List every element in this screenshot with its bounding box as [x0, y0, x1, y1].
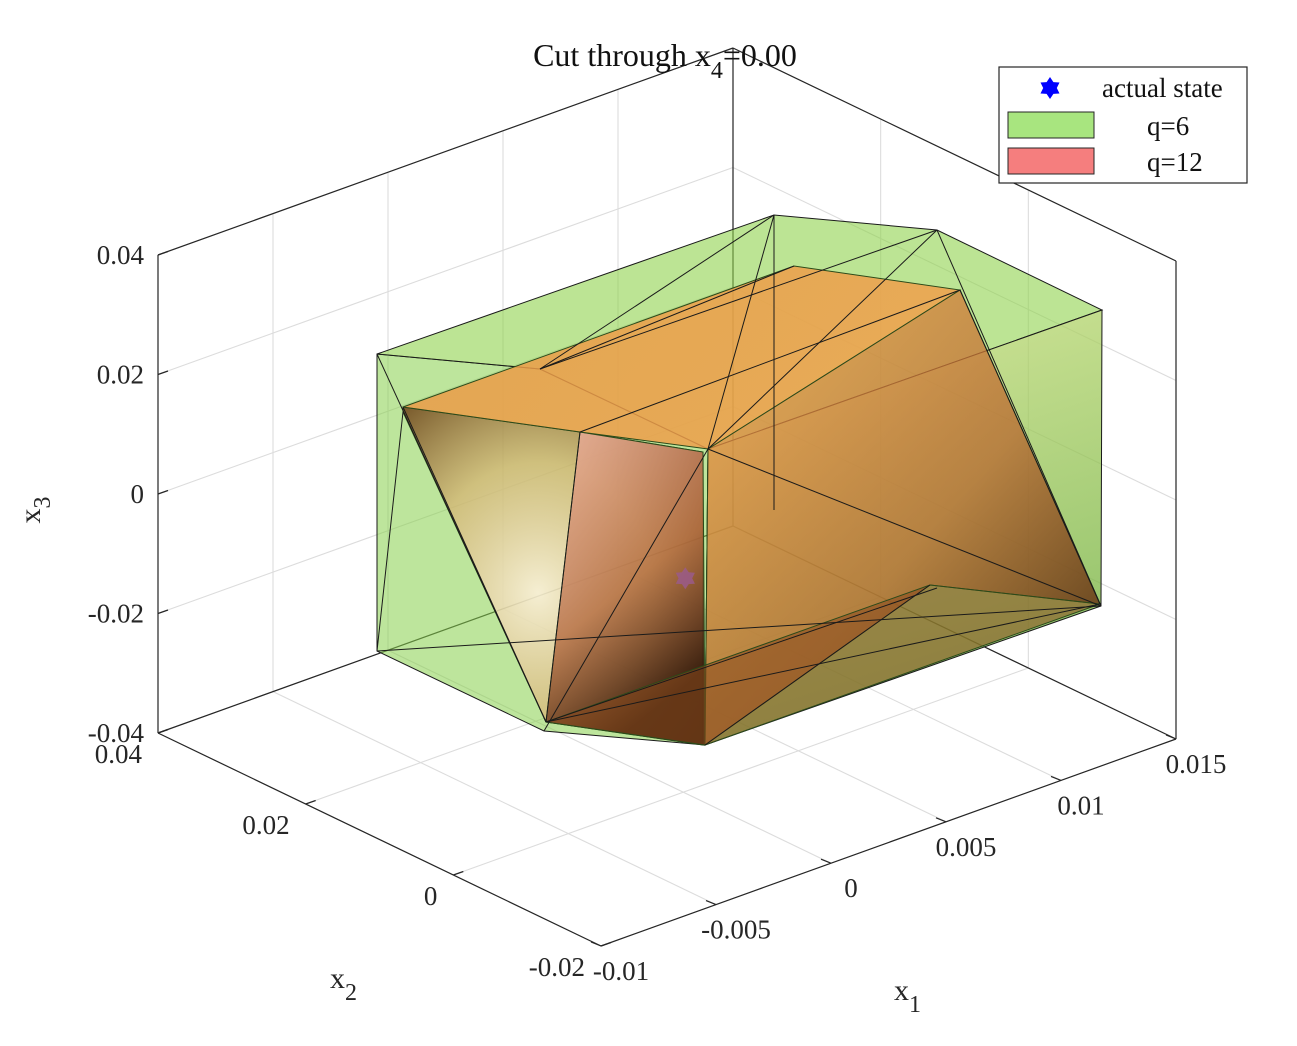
polytope-layer [376, 214, 1104, 746]
x1-tick-label: 0.015 [1166, 749, 1227, 779]
legend-label-actual-state: actual state [1102, 73, 1223, 103]
x1-tick-label: 0 [844, 873, 858, 903]
x1-tick-label: -0.005 [701, 915, 771, 945]
x3-tick [157, 250, 169, 256]
x3-tick [157, 370, 169, 376]
x3-axis-label: x3 [14, 497, 56, 524]
actual-state-marker [675, 567, 695, 590]
x3-tick-label: 0.04 [97, 240, 145, 270]
x2-axis-label: x2 [330, 962, 357, 1006]
legend: actual state q=6 q=12 [998, 66, 1248, 184]
x3-tick-label: 0.02 [97, 360, 144, 390]
x1-tick [590, 941, 602, 947]
x2-tick [600, 941, 612, 947]
x2-tick [305, 799, 316, 805]
polytope-q12 [402, 265, 1101, 746]
x2-tick-label: 0 [424, 881, 438, 911]
title-subscript: 4 [711, 58, 723, 84]
x1-tick [820, 858, 832, 864]
x3-tick [157, 609, 169, 615]
legend-label-q6: q=6 [1147, 111, 1189, 141]
axis-box-edge [157, 47, 734, 256]
x1-tick [705, 900, 717, 906]
x2-tick-label: 0.04 [95, 739, 143, 769]
x1-tick-label: -0.01 [593, 956, 649, 986]
axis-ticks: -0.04 -0.02 0 0.02 0.04 -0.02 0 0.02 0.04 -0.01 -0… [88, 240, 1227, 986]
legend-marker-actual-state [1040, 77, 1060, 99]
x2-tick [157, 728, 169, 734]
x3-tick [157, 489, 169, 495]
x2-tick-label: 0.02 [242, 810, 289, 840]
axis-box-edge [732, 47, 1177, 262]
legend-swatch-q12 [1007, 147, 1095, 175]
actual-state-point [675, 567, 695, 590]
x3-tick-label: -0.02 [88, 599, 144, 629]
grid-line-x3 [157, 166, 734, 376]
x1-tick [1050, 775, 1062, 781]
title-prefix: Cut through x [533, 37, 711, 73]
x2-axis-line [157, 732, 602, 947]
polytope-edges [376, 214, 1102, 746]
grid-line-x2 [453, 667, 1029, 876]
x1-tick [935, 817, 947, 823]
x1-tick [1165, 734, 1177, 740]
title-suffix: =0.00 [723, 37, 797, 73]
legend-swatch-q6 [1007, 111, 1095, 139]
x1-axis-line [600, 738, 1177, 947]
chart-title: Cut through x4=0.00 [533, 37, 797, 84]
grid-line-x1 [272, 691, 717, 906]
legend-label-q12: q=12 [1147, 147, 1203, 177]
x1-tick-label: 0.01 [1057, 790, 1104, 820]
x2-tick-label: -0.02 [529, 952, 585, 982]
x3-tick-label: 0 [131, 479, 145, 509]
x1-tick-label: 0.005 [936, 832, 997, 862]
x3-tick-label: -0.04 [88, 718, 145, 748]
x2-tick [453, 870, 464, 876]
x1-axis-label: x1 [894, 974, 921, 1018]
